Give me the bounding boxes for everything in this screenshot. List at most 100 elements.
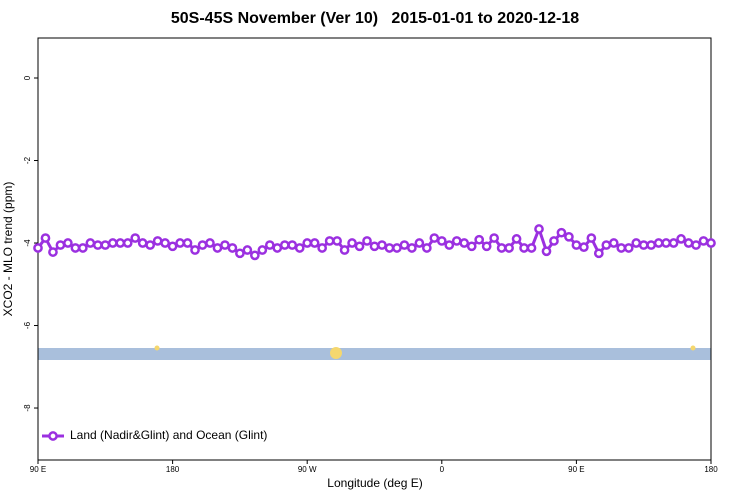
- data-point: [264, 240, 275, 250]
- x-tick-label: 90 W: [298, 465, 317, 474]
- data-point: [294, 243, 305, 253]
- y-tick-label: -4: [23, 239, 32, 247]
- data-point: [638, 240, 649, 250]
- data-point: [541, 246, 552, 257]
- data-point: [107, 238, 118, 248]
- data-point: [459, 238, 470, 248]
- x-tick-label: 90 E: [30, 465, 46, 474]
- data-point: [55, 240, 66, 250]
- data-point: [616, 243, 627, 253]
- data-point: [608, 238, 619, 248]
- coverage-dot: [690, 345, 696, 351]
- data-point: [287, 240, 298, 250]
- data-point: [122, 238, 133, 248]
- data-point: [302, 238, 313, 248]
- data-point: [145, 240, 156, 250]
- data-point: [668, 238, 679, 248]
- data-point: [48, 247, 58, 257]
- data-point: [63, 238, 73, 248]
- coverage-dot: [330, 347, 342, 359]
- coverage-band: [38, 348, 711, 360]
- data-point: [683, 238, 694, 248]
- data-point: [429, 233, 440, 243]
- data-point: [369, 241, 380, 252]
- y-tick-label: -6: [23, 321, 32, 329]
- data-point: [407, 243, 417, 253]
- data-point: [384, 243, 395, 253]
- y-axis-label: XCO2 - MLO trend (ppm): [1, 182, 15, 317]
- x-tick-label: 0: [440, 465, 445, 474]
- data-point: [706, 238, 716, 248]
- data-point: [309, 238, 320, 248]
- data-point: [227, 243, 238, 253]
- data-point: [85, 238, 96, 248]
- data-point: [220, 240, 230, 250]
- x-tick-label: 180: [166, 465, 180, 474]
- data-point: [324, 236, 335, 246]
- data-point: [519, 243, 529, 253]
- data-point: [339, 245, 350, 255]
- data-point: [212, 243, 223, 253]
- x-axis-label: Longitude (deg E): [327, 476, 422, 490]
- data-point: [347, 238, 357, 248]
- data-point: [653, 238, 664, 248]
- data-point: [661, 238, 671, 248]
- data-point: [235, 248, 245, 259]
- data-point: [167, 241, 178, 252]
- data-point: [601, 240, 612, 250]
- data-point: [698, 236, 709, 246]
- data-point: [526, 243, 537, 253]
- data-point: [593, 248, 604, 259]
- data-point: [377, 240, 387, 250]
- data-point: [78, 243, 88, 253]
- x-tick-label: 180: [704, 465, 718, 474]
- legend-marker: [48, 431, 58, 441]
- data-point: [489, 233, 499, 243]
- data-point: [317, 243, 328, 253]
- chart-title: 50S-45S November (Ver 10) 2015-01-01 to …: [171, 10, 579, 27]
- y-tick-label: -8: [23, 404, 32, 412]
- data-point: [451, 236, 462, 246]
- data-point: [564, 231, 574, 242]
- data-point: [175, 238, 185, 248]
- data-point: [474, 234, 485, 245]
- data-point: [257, 245, 268, 255]
- data-point: [100, 240, 111, 250]
- data-point: [392, 243, 402, 253]
- data-point: [571, 240, 582, 250]
- data-point: [444, 240, 455, 250]
- data-point: [115, 238, 126, 248]
- data-point: [130, 233, 141, 243]
- data-point: [556, 227, 567, 238]
- data-point: [676, 234, 686, 244]
- data-point: [160, 238, 170, 248]
- data-point: [534, 224, 544, 234]
- data-point: [332, 236, 342, 246]
- legend-label: Land (Nadir&Glint) and Ocean (Glint): [70, 428, 267, 442]
- data-point: [586, 233, 597, 243]
- data-point: [579, 242, 589, 252]
- y-tick-label: 0: [23, 75, 32, 80]
- data-point: [691, 240, 701, 250]
- data-point: [466, 241, 477, 252]
- x-tick-label: 90 E: [568, 465, 584, 474]
- data-point: [414, 238, 425, 248]
- data-point: [399, 240, 410, 250]
- data-point: [496, 243, 507, 253]
- data-point: [250, 250, 260, 261]
- data-point: [646, 240, 657, 250]
- data-point: [481, 241, 492, 252]
- data-point: [272, 243, 283, 253]
- data-point: [197, 240, 208, 250]
- data-point: [631, 238, 642, 248]
- data-point: [92, 240, 103, 250]
- data-point: [152, 236, 163, 246]
- data-point: [504, 243, 514, 253]
- data-point: [242, 245, 253, 255]
- data-point: [511, 234, 522, 244]
- data-point: [623, 243, 634, 253]
- coverage-dot: [154, 345, 160, 351]
- data-point: [33, 243, 43, 253]
- data-point: [354, 241, 365, 252]
